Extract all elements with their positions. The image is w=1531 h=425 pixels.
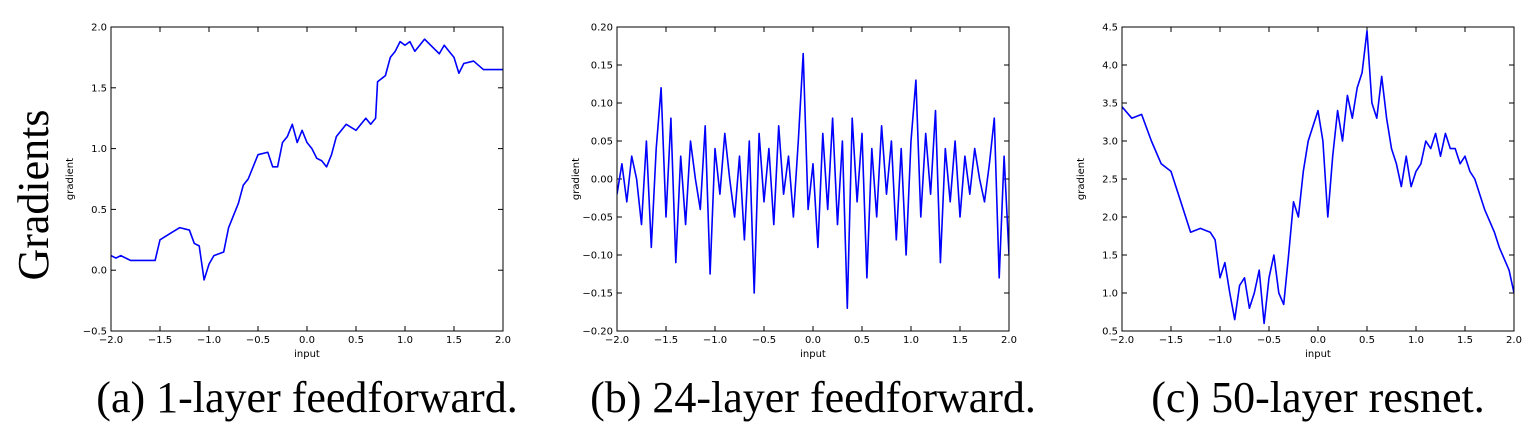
y-tick-label: 4.5 (1102, 23, 1118, 34)
y-tick-label: 2.0 (91, 23, 107, 34)
x-tick-label: −0.5 (1257, 335, 1281, 346)
x-tick-label: −0.5 (752, 335, 776, 346)
x-tick-label: 0.0 (805, 335, 821, 346)
x-tick-label: −1.0 (703, 335, 727, 346)
y-axis-label: gradient (1076, 158, 1087, 200)
axes-frame (1121, 26, 1515, 332)
x-tick-label: −2.0 (99, 335, 123, 346)
plot-area (111, 38, 503, 281)
x-tick-label: 1.0 (1408, 335, 1424, 346)
chart-panel: −2.0 −1.5 −1.0 −0.5 0.0 0.5 1.0 1.5 2.0 −0.20 −0.1… (571, 23, 1036, 423)
y-tick-label: −0.10 (582, 251, 613, 262)
x-axis-label: input (1305, 349, 1331, 360)
row-label: Gradients (9, 109, 58, 280)
chart-panel: −2.0 −1.5 −1.0 −0.5 0.0 0.5 1.0 1.5 2.0 −0.5 0.0 0.… (65, 23, 518, 423)
x-tick-label: −0.5 (246, 335, 270, 346)
chart-panel: −2.0 −1.5 −1.0 −0.5 0.0 0.5 1.0 1.5 2.0 0.5 1.0 1.5… (1076, 23, 1522, 423)
x-axis-label: input (800, 349, 826, 360)
y-tick-label: 0.15 (591, 61, 613, 72)
caption: (a) 1-layer feedforward. (96, 373, 517, 422)
x-tick-label: 1.5 (1457, 335, 1473, 346)
y-tick-label: 1.0 (1102, 289, 1118, 300)
y-tick-label: 1.5 (91, 83, 107, 94)
x-tick-label: −2.0 (605, 335, 629, 346)
x-tick-label: 0.5 (1359, 335, 1375, 346)
y-tick-label: 1.5 (1102, 251, 1118, 262)
y-tick-label: −0.05 (582, 213, 613, 224)
x-tick-label: 1.0 (397, 335, 413, 346)
x-tick-label: 1.5 (446, 335, 462, 346)
y-tick-label: −0.20 (582, 327, 613, 338)
data-line (111, 38, 503, 281)
plot-area (617, 52, 1009, 309)
data-line (1122, 30, 1514, 325)
y-tick-label: 0.5 (1102, 327, 1118, 338)
y-tick-label: 0.5 (91, 205, 107, 216)
x-tick-label: 0.0 (1310, 335, 1326, 346)
plot-area (1122, 30, 1514, 325)
y-axis-label: gradient (571, 158, 582, 200)
caption: (c) 50-layer resnet. (1151, 373, 1484, 422)
x-tick-label: 1.0 (903, 335, 919, 346)
x-tick-label: 0.0 (299, 335, 315, 346)
x-tick-label: 2.0 (1506, 335, 1522, 346)
y-tick-label: 2.5 (1102, 175, 1118, 186)
x-tick-label: 0.5 (348, 335, 364, 346)
y-tick-label: −0.5 (83, 327, 107, 338)
x-tick-label: −2.0 (1110, 335, 1134, 346)
y-tick-label: 1.0 (91, 144, 107, 155)
data-line (617, 52, 1009, 309)
y-tick-label: 2.0 (1102, 213, 1118, 224)
axes-frame (616, 26, 1010, 332)
y-axis-label: gradient (65, 158, 76, 200)
y-tick-label: 0.20 (591, 23, 613, 34)
caption: (b) 24-layer feedforward. (590, 373, 1036, 422)
x-tick-label: −1.5 (1159, 335, 1183, 346)
x-tick-label: −1.0 (1208, 335, 1232, 346)
y-tick-label: −0.15 (582, 289, 613, 300)
axes-frame (110, 26, 504, 332)
y-tick-label: 3.0 (1102, 137, 1118, 148)
x-tick-label: −1.5 (654, 335, 678, 346)
y-tick-label: 3.5 (1102, 99, 1118, 110)
y-tick-label: 4.0 (1102, 61, 1118, 72)
y-tick-label: 0.05 (591, 137, 613, 148)
y-tick-label: 0.0 (91, 266, 107, 277)
x-tick-label: 2.0 (1001, 335, 1017, 346)
x-tick-label: −1.5 (148, 335, 172, 346)
y-tick-label: 0.10 (591, 99, 613, 110)
x-tick-label: 1.5 (952, 335, 968, 346)
x-tick-label: −1.0 (197, 335, 221, 346)
x-axis-label: input (294, 349, 320, 360)
x-tick-label: 2.0 (495, 335, 511, 346)
y-tick-label: 0.00 (591, 175, 613, 186)
x-tick-label: 0.5 (854, 335, 870, 346)
